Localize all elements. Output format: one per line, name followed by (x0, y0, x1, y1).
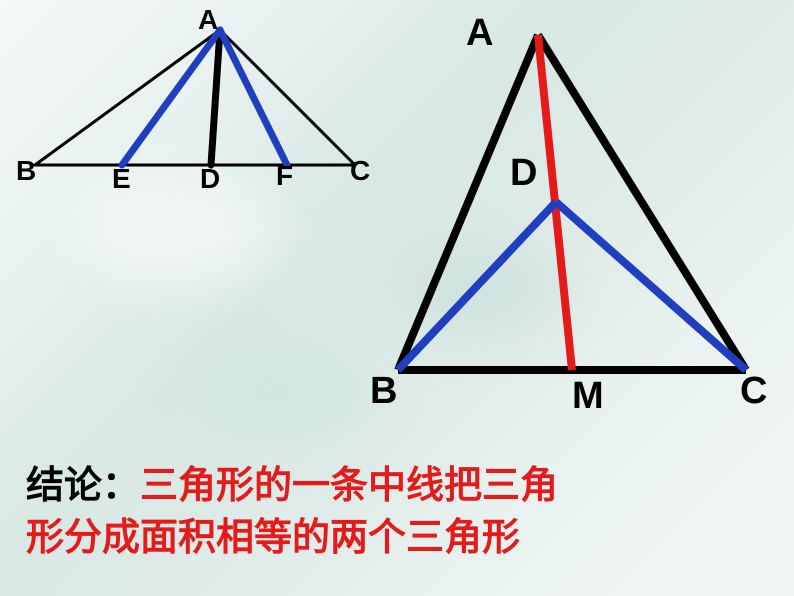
vertex-label-C: C (350, 155, 370, 187)
vertex-label-F: F (276, 160, 293, 192)
vertex-label-D: D (200, 163, 220, 195)
vertex-label-D: D (510, 152, 537, 195)
vertex-label-B: B (16, 155, 36, 187)
vertex-label-A: A (198, 4, 218, 36)
vertex-label-A: A (466, 12, 493, 55)
conclusion-line2: 形分成面积相等的两个三角形 (26, 517, 520, 559)
vertex-label-B: B (370, 370, 397, 413)
conclusion-prefix: 结论： (26, 465, 140, 507)
vertex-label-E: E (112, 163, 131, 195)
vertex-label-C: C (740, 370, 767, 413)
vertex-label-M: M (572, 375, 604, 418)
conclusion-text: 结论：三角形的一条中线把三角 形分成面积相等的两个三角形 (26, 461, 558, 564)
conclusion-line1: 三角形的一条中线把三角 (140, 465, 558, 507)
